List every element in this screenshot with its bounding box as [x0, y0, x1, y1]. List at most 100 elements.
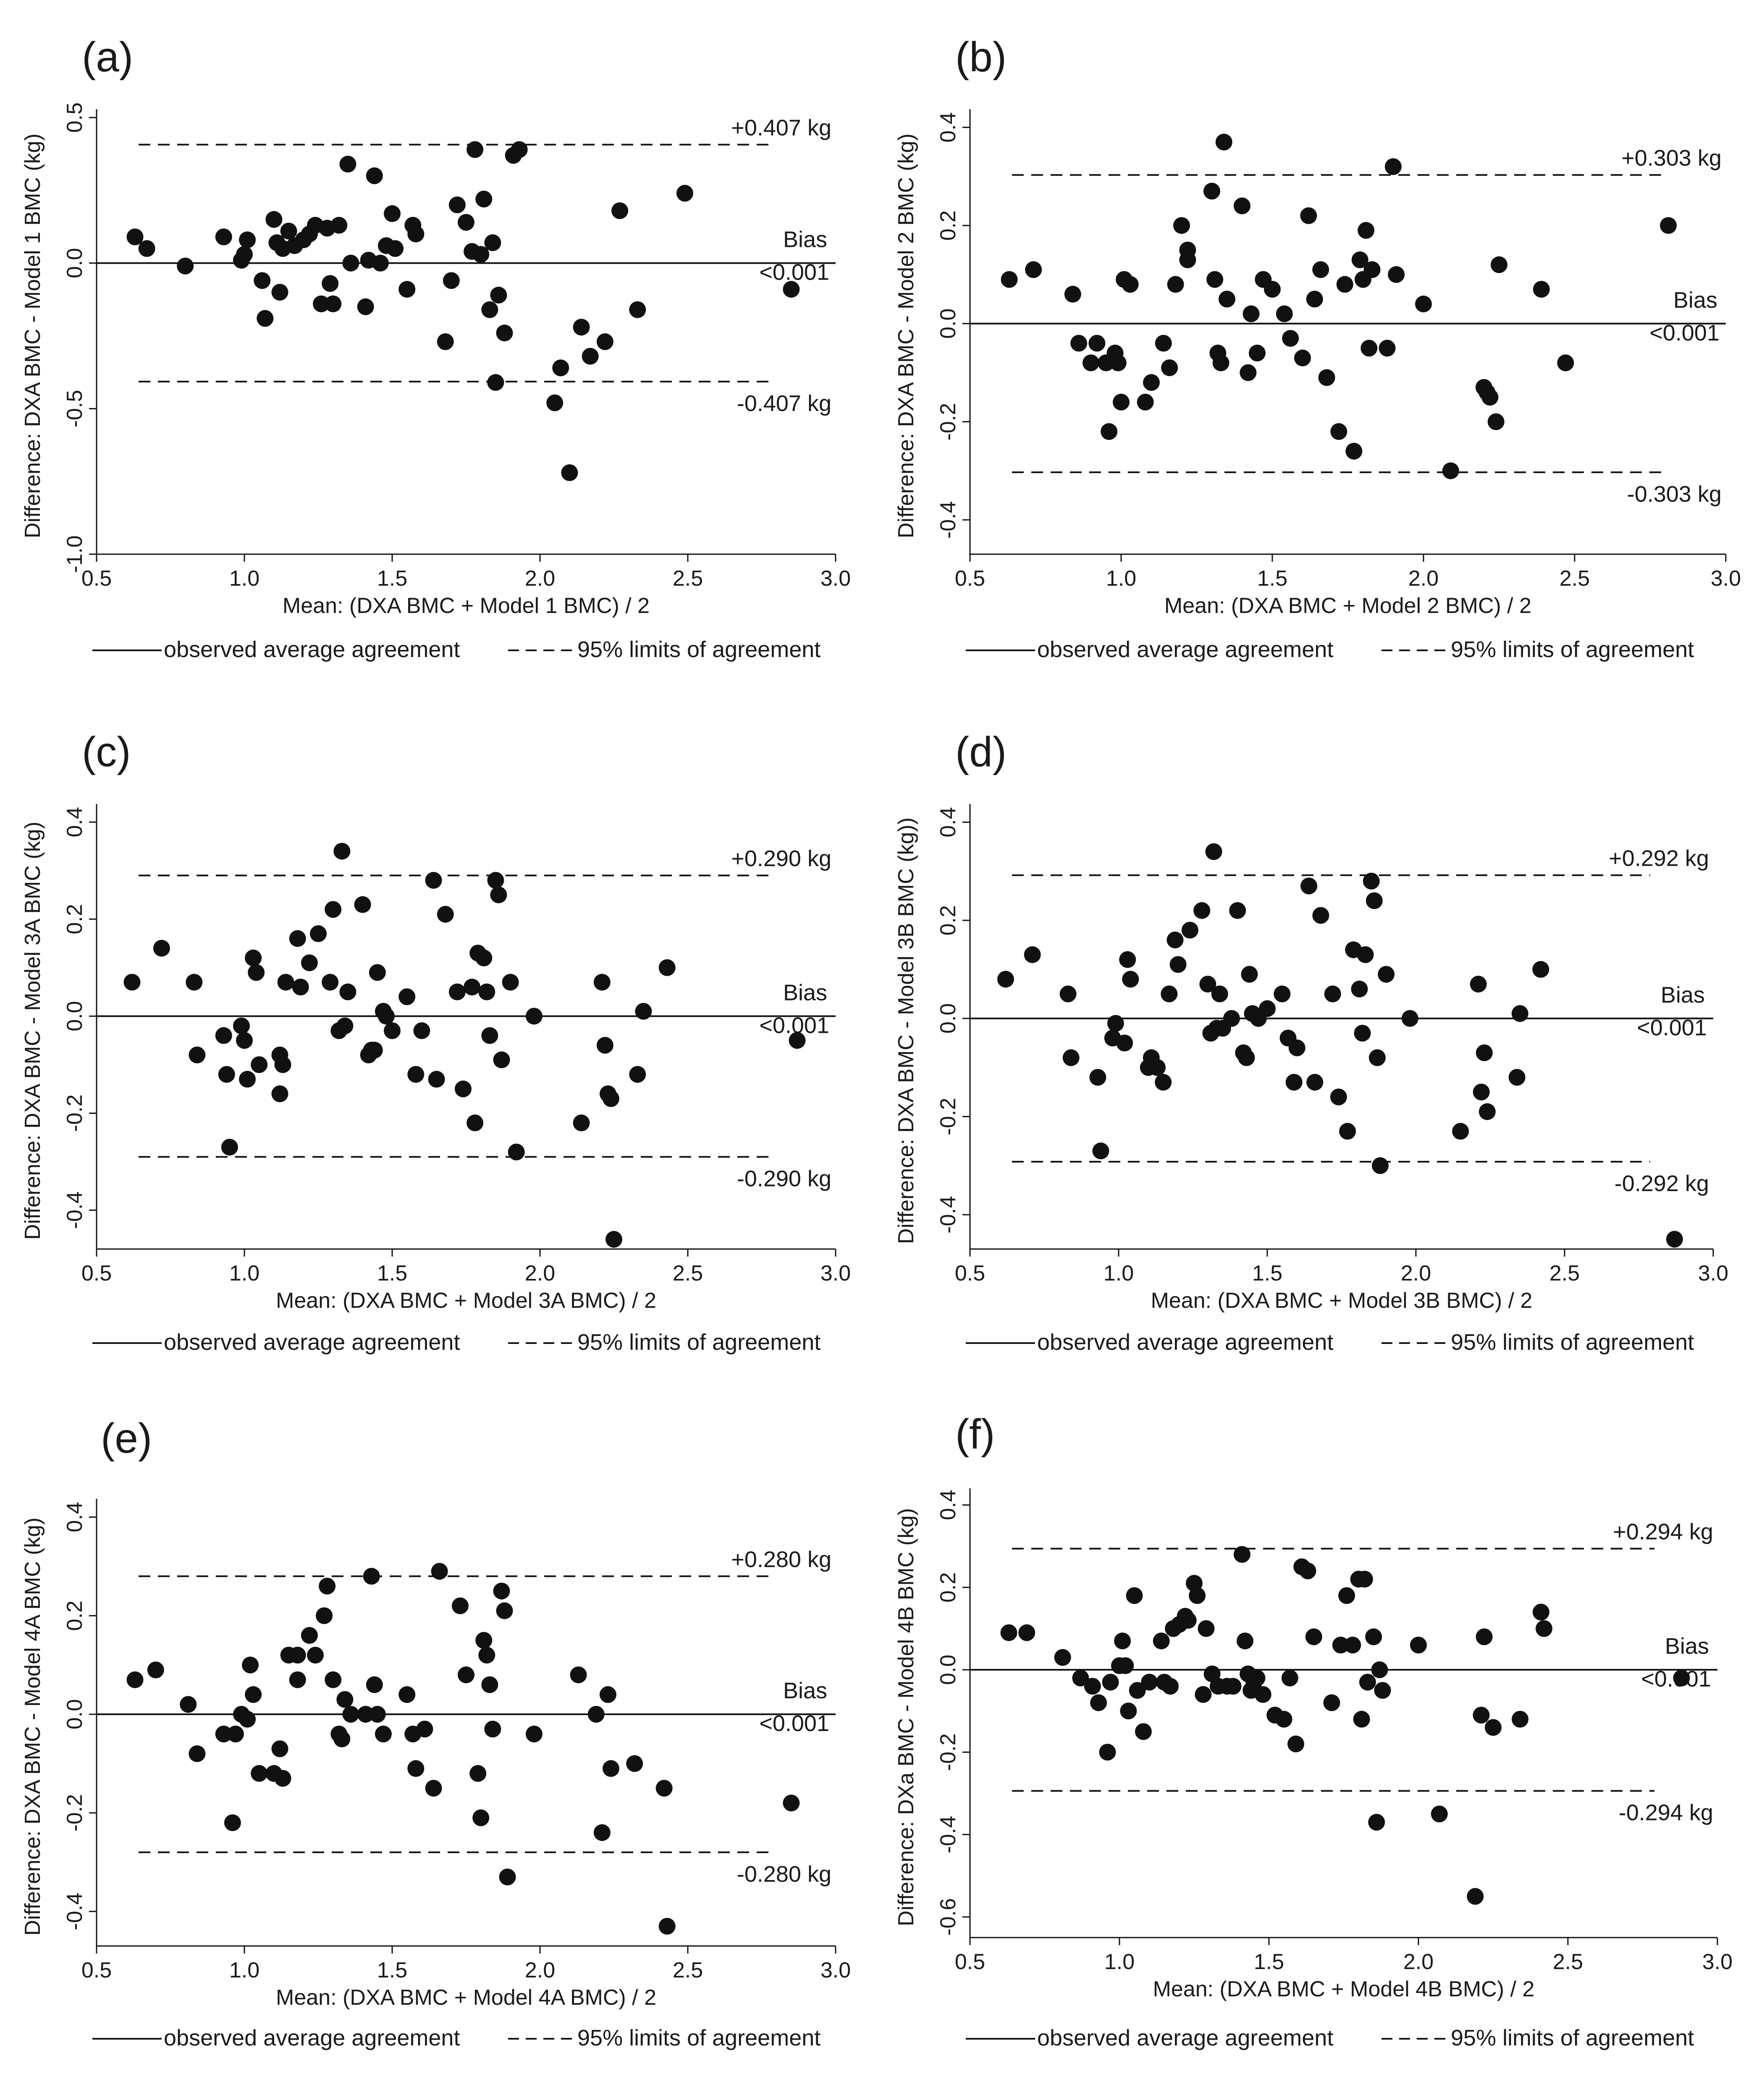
data-point: [467, 1114, 484, 1131]
data-point: [1365, 1628, 1382, 1645]
data-point: [336, 1691, 354, 1708]
x-tick-label: 2.0: [1403, 1950, 1434, 1974]
data-point: [1167, 276, 1184, 293]
data-point: [407, 1066, 425, 1083]
data-point: [186, 974, 203, 991]
panel-label: (d): [955, 728, 1007, 775]
x-tick-label: 1.5: [377, 566, 407, 591]
legend: observed average agreement 95% limits of …: [92, 2025, 820, 2051]
data-point: [307, 1647, 324, 1664]
legend-dashed-label: 95% limits of agreement: [577, 2025, 820, 2051]
y-tick-label: -0.4: [63, 1192, 87, 1229]
data-point: [511, 141, 528, 158]
bias-value: <0.001: [1649, 320, 1719, 346]
data-point: [251, 1765, 268, 1782]
data-point: [1281, 1669, 1298, 1687]
data-point: [789, 1032, 806, 1049]
data-point: [464, 979, 481, 995]
data-point: [475, 949, 493, 966]
legend-solid-label: observed average agreement: [164, 637, 460, 662]
y-tick-label: -0.4: [936, 501, 960, 539]
data-point: [325, 1671, 342, 1688]
data-point: [658, 1918, 676, 1935]
y-tick-label: 0.4: [63, 1502, 87, 1532]
legend: observed average agreement 95% limits of …: [966, 1330, 1694, 1355]
data-point: [1285, 1074, 1303, 1091]
data-point: [1223, 1010, 1240, 1027]
y-axis-title: Difference: DXA BMC - Model 3B BMC (kg)): [894, 817, 918, 1244]
data-point: [1353, 1710, 1370, 1728]
data-point: [1089, 1069, 1106, 1086]
data-point: [1287, 1735, 1305, 1752]
data-point: [1229, 902, 1246, 919]
data-point: [1282, 330, 1299, 347]
data-point: [1299, 1562, 1316, 1579]
data-point: [593, 1824, 611, 1841]
data-point: [387, 240, 404, 257]
data-point: [1452, 1123, 1469, 1140]
data-point: [1088, 335, 1106, 352]
bias-label: Bias: [1661, 982, 1705, 1008]
data-point: [1001, 271, 1018, 288]
data-point: [1179, 1612, 1197, 1629]
y-tick-label: 0.2: [936, 210, 960, 241]
data-point: [1359, 1673, 1376, 1691]
data-point: [1330, 1088, 1347, 1105]
y-tick-label: -0.2: [936, 1098, 960, 1136]
data-point: [997, 971, 1014, 988]
data-point: [1238, 1049, 1255, 1066]
legend-dashed-label: 95% limits of agreement: [577, 637, 820, 662]
lower-loa-label: -0.292 kg: [1615, 1171, 1709, 1196]
x-axis-title: Mean: (DXA BMC + Model 4B BMC) / 2: [1153, 1977, 1535, 2001]
data-point: [1532, 961, 1549, 978]
data-point: [546, 394, 564, 411]
data-point: [1155, 1074, 1172, 1091]
data-point: [1401, 1010, 1418, 1027]
data-point: [189, 1046, 206, 1063]
x-tick-label: 2.0: [525, 1958, 555, 1982]
data-point: [635, 1003, 652, 1020]
data-point: [1312, 261, 1329, 278]
x-tick-label: 2.5: [673, 566, 703, 591]
data-point: [1249, 344, 1266, 361]
data-point: [1372, 1157, 1389, 1174]
data-point: [1312, 907, 1329, 924]
data-point: [218, 1066, 235, 1083]
data-point: [783, 1794, 800, 1812]
data-point: [369, 964, 386, 981]
data-points: [1001, 134, 1677, 479]
x-tick-label: 0.5: [955, 1950, 985, 1974]
data-point: [1368, 1814, 1385, 1831]
bias-label: Bias: [1673, 288, 1717, 313]
data-point: [472, 1809, 490, 1826]
data-point: [369, 1706, 386, 1723]
legend: observed average agreement 95% limits of …: [92, 1330, 820, 1355]
data-point: [1018, 1624, 1035, 1641]
data-point: [333, 1730, 351, 1747]
data-point: [1288, 1039, 1305, 1056]
data-point: [425, 1780, 442, 1797]
data-point: [325, 295, 342, 312]
data-point: [1264, 280, 1281, 298]
data-point: [1193, 902, 1211, 919]
data-point: [289, 1671, 306, 1688]
y-tick-label: -0.2: [63, 1794, 87, 1832]
data-points: [126, 1563, 800, 1935]
data-point: [274, 1770, 291, 1787]
data-point: [1410, 1637, 1427, 1654]
x-tick-label: 2.0: [525, 566, 555, 591]
x-tick-label: 1.0: [1106, 566, 1136, 591]
data-point: [366, 1042, 383, 1059]
data-point: [239, 231, 256, 249]
upper-loa-label: +0.290 kg: [731, 846, 831, 871]
data-point: [458, 214, 474, 231]
data-point: [552, 359, 569, 377]
data-point: [123, 974, 141, 991]
panel-label: (e): [101, 1415, 152, 1462]
data-point: [1137, 393, 1154, 411]
x-tick-label: 2.5: [1560, 566, 1590, 591]
data-point: [1360, 340, 1378, 357]
data-point: [493, 1051, 510, 1068]
data-point: [242, 1656, 259, 1673]
